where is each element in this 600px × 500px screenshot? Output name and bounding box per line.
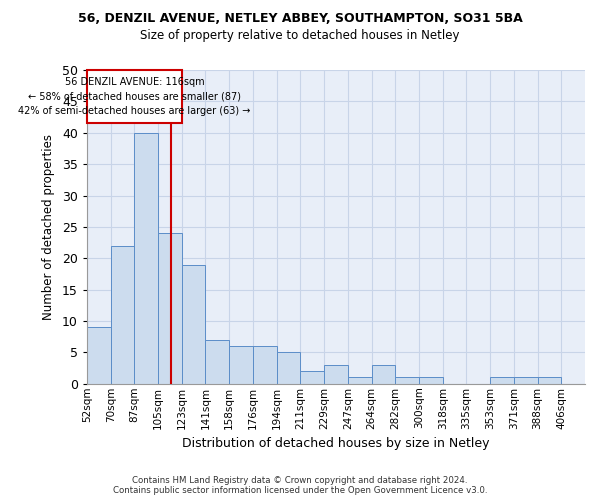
Bar — [301, 371, 324, 384]
Bar — [87, 70, 182, 124]
Bar — [538, 378, 561, 384]
Bar — [490, 378, 514, 384]
Bar — [110, 246, 134, 384]
Bar — [134, 133, 158, 384]
Bar — [324, 365, 348, 384]
Bar — [371, 365, 395, 384]
Bar — [348, 378, 371, 384]
Bar — [514, 378, 538, 384]
Text: Size of property relative to detached houses in Netley: Size of property relative to detached ho… — [140, 29, 460, 42]
Bar — [87, 328, 110, 384]
Text: 56, DENZIL AVENUE, NETLEY ABBEY, SOUTHAMPTON, SO31 5BA: 56, DENZIL AVENUE, NETLEY ABBEY, SOUTHAM… — [77, 12, 523, 26]
Bar — [205, 340, 229, 384]
Bar — [395, 378, 419, 384]
Bar — [182, 264, 205, 384]
Bar — [158, 233, 182, 384]
Text: Contains HM Land Registry data © Crown copyright and database right 2024.
Contai: Contains HM Land Registry data © Crown c… — [113, 476, 487, 495]
X-axis label: Distribution of detached houses by size in Netley: Distribution of detached houses by size … — [182, 437, 490, 450]
Bar — [253, 346, 277, 384]
Bar — [277, 352, 301, 384]
Y-axis label: Number of detached properties: Number of detached properties — [42, 134, 55, 320]
Bar — [229, 346, 253, 384]
Bar — [419, 378, 443, 384]
Text: 56 DENZIL AVENUE: 116sqm
← 58% of detached houses are smaller (87)
42% of semi-d: 56 DENZIL AVENUE: 116sqm ← 58% of detach… — [18, 77, 251, 116]
